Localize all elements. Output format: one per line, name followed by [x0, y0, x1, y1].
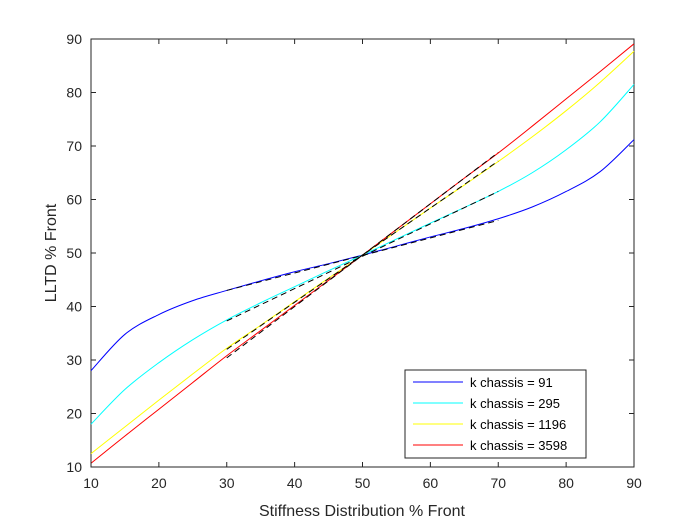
y-tick-label: 40 [66, 299, 82, 315]
tangent-lines [226, 152, 499, 359]
legend-label-2: k chassis = 295 [470, 396, 560, 411]
y-axis: 10 20 30 40 50 60 70 80 90 [66, 31, 634, 475]
legend-box [404, 369, 587, 459]
tangent-line-4 [226, 152, 499, 359]
y-tick-label: 30 [66, 352, 82, 368]
legend: k chassis = 91 k chassis = 295 k chassis =… [404, 369, 587, 459]
x-tick-label: 60 [423, 475, 439, 491]
legend-label-1: k chassis = 91 [470, 375, 553, 390]
y-tick-label: 70 [66, 138, 82, 154]
y-tick-label: 20 [66, 406, 82, 422]
y-tick-label: 80 [66, 85, 82, 101]
y-tick-label: 60 [66, 192, 82, 208]
y-tick-label: 10 [66, 459, 82, 475]
x-tick-label: 80 [558, 475, 574, 491]
legend-label-4: k chassis = 3598 [470, 438, 567, 453]
y-axis-title: LLTD % Front [43, 203, 60, 302]
y-tick-label: 90 [66, 31, 82, 47]
x-axis: 10 20 30 40 50 60 70 80 90 [83, 39, 642, 491]
x-tick-label: 10 [83, 475, 99, 491]
x-tick-label: 20 [151, 475, 167, 491]
x-tick-label: 40 [287, 475, 303, 491]
x-tick-label: 50 [355, 475, 371, 491]
tangent-line-2 [226, 191, 499, 322]
x-tick-label: 30 [219, 475, 235, 491]
x-axis-title: Stiffness Distribution % Front [259, 503, 466, 520]
x-tick-label: 90 [626, 475, 642, 491]
legend-label-3: k chassis = 1196 [470, 417, 566, 432]
y-tick-label: 50 [66, 245, 82, 261]
x-tick-label: 70 [490, 475, 506, 491]
